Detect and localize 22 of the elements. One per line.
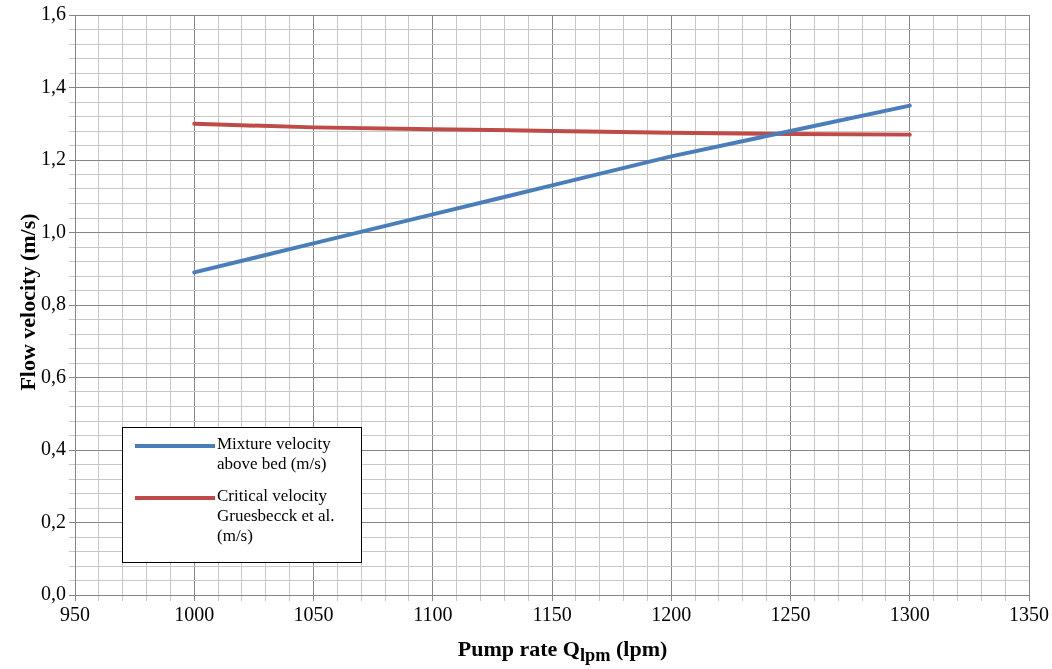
y-tick-label: 1,0: [41, 219, 66, 242]
y-tick-label: 0,8: [41, 292, 66, 315]
legend-label: Mixture velocity above bed (m/s): [217, 434, 332, 474]
x-axis-title: Pump rate Q$_{lpm}$ (lpm): [456, 636, 669, 667]
y-tick-label: 1,4: [41, 74, 66, 97]
x-tick-label: 1050: [293, 603, 334, 626]
y-tick-label: 0,0: [41, 582, 66, 605]
x-tick-label: 1100: [413, 603, 453, 626]
x-tick-label: 1000: [174, 603, 215, 626]
y-tick-label: 1,6: [41, 2, 66, 25]
x-tick-label: 950: [60, 603, 90, 626]
x-tick-label: 1250: [770, 603, 811, 626]
x-tick-label: 1150: [532, 603, 572, 626]
legend-label: Critical velocity Gruesbecck et al. (m/s): [217, 486, 336, 546]
y-tick-label: 0,2: [41, 509, 66, 532]
x-tick-label: 1350: [1009, 603, 1049, 626]
x-tick-label: 1200: [651, 603, 692, 626]
y-tick-label: 1,2: [41, 147, 66, 170]
y-tick-label: 0,6: [41, 364, 66, 387]
y-axis-title: Flow velocity (m/s): [15, 213, 41, 391]
x-tick-label: 1300: [889, 603, 930, 626]
y-tick-label: 0,4: [41, 437, 66, 460]
